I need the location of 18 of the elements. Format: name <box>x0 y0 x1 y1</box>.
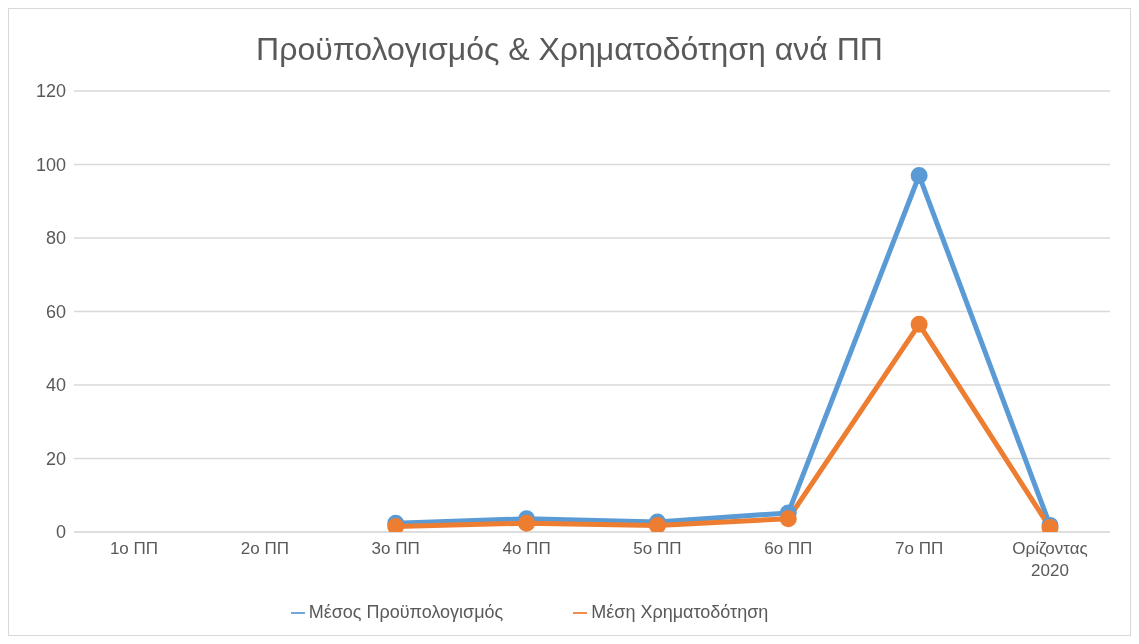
x-tick-label: 2ο ΠΠ <box>240 539 289 558</box>
y-tick-label: 60 <box>45 301 66 322</box>
y-tick-label: 40 <box>45 375 66 396</box>
x-tick-label: 7ο ΠΠ <box>895 539 944 558</box>
x-tick-label: 6ο ΠΠ <box>764 539 813 558</box>
y-tick-label: 120 <box>35 81 66 102</box>
y-tick-label: 100 <box>35 154 66 175</box>
x-tick-label: 3ο ΠΠ <box>371 539 420 558</box>
y-tick-label: 80 <box>45 228 66 249</box>
y-tick-label: 0 <box>55 522 66 543</box>
y-tick-label: 20 <box>45 448 66 469</box>
x-tick-label: Ορίζοντας 2020 <box>1012 539 1088 580</box>
legend-label: Μέσος Προϋπολογισμός <box>308 602 504 622</box>
x-tick-label: 4ο ΠΠ <box>502 539 551 558</box>
legend-label: Μέση Χρηματοδότηση <box>591 602 769 622</box>
x-tick-label: 1ο ΠΠ <box>109 539 159 558</box>
x-tick-label: 5ο ΠΠ <box>633 539 682 558</box>
chart-title: Προϋπολογισμός & Χρηματοδότηση ανά ΠΠ <box>255 30 884 69</box>
